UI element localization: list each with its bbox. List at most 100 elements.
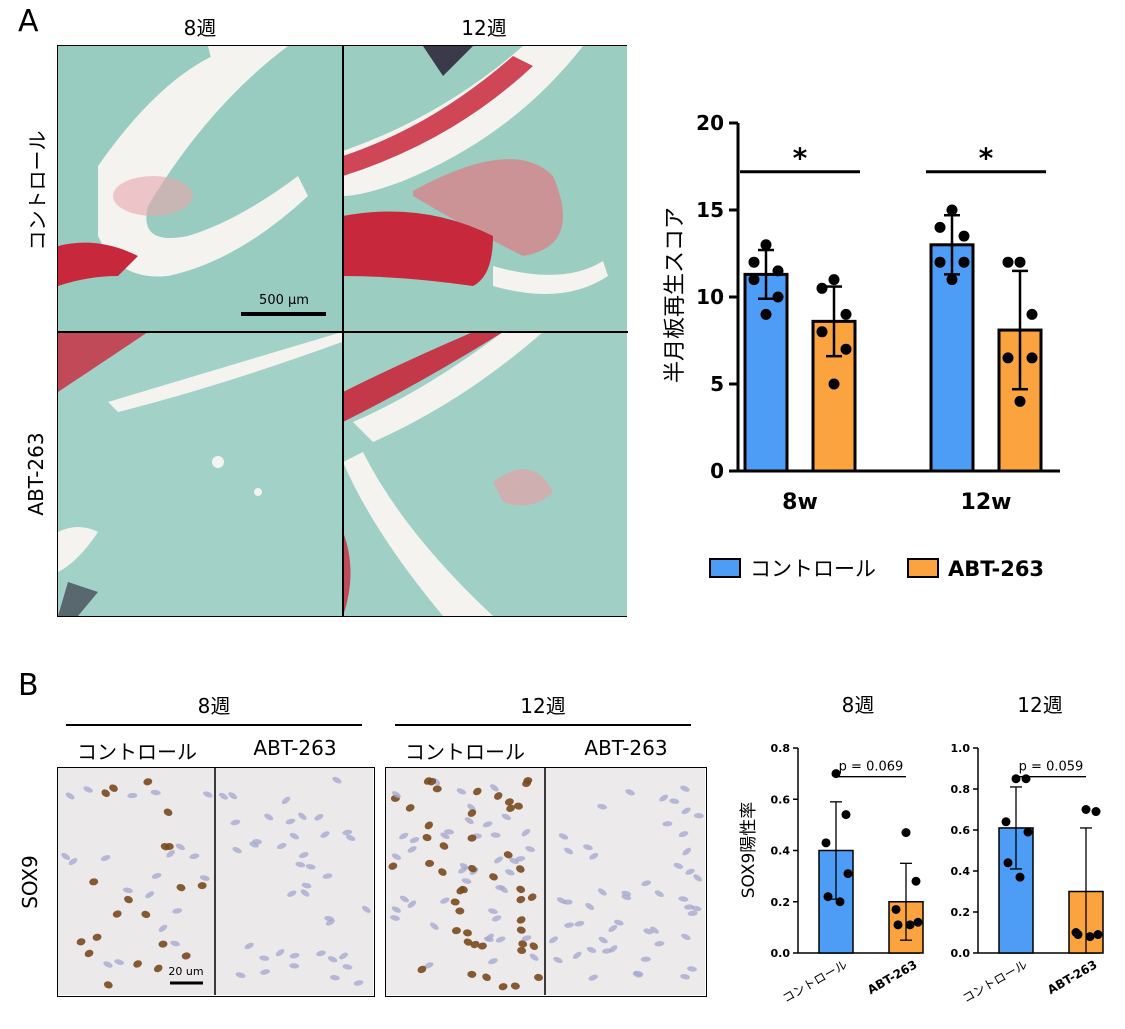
cell-nucleus (440, 897, 450, 904)
cell-nucleus (332, 776, 342, 784)
cell-nucleus (525, 846, 535, 852)
ihc-pair-8w: 20 um (57, 767, 375, 997)
data-point (1011, 774, 1021, 784)
cell-nucleus (76, 938, 86, 946)
cell-nucleus (516, 926, 526, 934)
data-point (958, 230, 970, 242)
cell-nucleus (325, 919, 335, 926)
cell-nucleus (643, 928, 654, 935)
cell-nucleus (529, 942, 539, 950)
cell-nucleus (153, 964, 163, 973)
cell-nucleus (391, 853, 402, 860)
cell-nucleus (662, 821, 673, 827)
cell-nucleus (669, 798, 680, 804)
data-point (946, 274, 958, 286)
cell-nucleus (585, 903, 595, 910)
data-point (958, 256, 970, 268)
cell-nucleus (316, 950, 326, 957)
cell-nucleus (633, 970, 644, 977)
cell-nucleus (521, 828, 531, 837)
cell-nucleus (103, 961, 113, 968)
cell-nucleus (133, 960, 142, 968)
data-point (760, 308, 772, 320)
data-point (1026, 352, 1038, 364)
cell-nucleus (463, 938, 473, 946)
cell-nucleus (522, 779, 532, 788)
cell-nucleus (390, 915, 400, 921)
y-tick-label: 0 (710, 459, 724, 483)
cell-nucleus (501, 813, 511, 821)
data-point (1002, 256, 1014, 268)
data-point (893, 920, 903, 930)
ihc-pair-12w (385, 767, 707, 997)
cell-nucleus (463, 929, 472, 937)
cell-nucleus (438, 868, 447, 876)
data-point (1026, 308, 1038, 320)
cell-nucleus (289, 952, 300, 959)
panel-a-row-label-control: コントロール (25, 130, 50, 251)
cell-nucleus (305, 864, 316, 870)
cell-nucleus (564, 847, 574, 855)
panel-b-group-label-12w: 12週 (520, 694, 566, 718)
data-point (1015, 872, 1025, 882)
cell-nucleus (488, 958, 498, 965)
cell-nucleus (432, 785, 442, 793)
data-point (1014, 256, 1026, 268)
cell-nucleus (686, 966, 697, 972)
cell-nucleus (260, 969, 270, 975)
cell-nucleus (327, 956, 338, 963)
cell-nucleus (65, 792, 75, 800)
data-point (748, 256, 760, 268)
legend-swatch-control (709, 558, 741, 578)
cell-nucleus (589, 852, 599, 860)
cell-nucleus (181, 952, 191, 960)
panel-a-col-label-12w: 12週 (461, 16, 507, 40)
cell-nucleus (513, 802, 523, 810)
cell-nucleus (625, 789, 635, 796)
cell-nucleus (510, 982, 520, 990)
data-point (823, 892, 833, 902)
cell-nucleus (680, 785, 690, 792)
cell-nucleus (287, 890, 297, 897)
data-point (835, 897, 845, 907)
data-point (1002, 352, 1014, 364)
cell-nucleus (598, 888, 607, 896)
cell-nucleus (424, 821, 434, 830)
cell-nucleus (388, 862, 398, 870)
data-point (828, 274, 840, 286)
cell-nucleus (427, 778, 437, 786)
data-point (1091, 807, 1101, 817)
cell-nucleus (298, 812, 307, 820)
cell-nucleus (682, 847, 692, 856)
y-tick-label: 0.2 (951, 906, 971, 919)
data-point (816, 326, 828, 338)
cell-nucleus (491, 915, 502, 922)
cell-nucleus (399, 832, 409, 840)
ihc-scale-bar-label: 20 um (168, 965, 203, 978)
cell-nucleus (92, 933, 102, 941)
cell-nucleus (641, 880, 652, 887)
sox9-chart-8w: 8週 SOX9陽性率 0.0 0.2 0.4 0.6 0.8 コントロール ABT-263 p… (739, 693, 924, 1006)
data-point (840, 308, 852, 320)
cell-nucleus (470, 940, 480, 949)
cell-nucleus (295, 861, 306, 868)
cell-nucleus (650, 926, 659, 934)
cell-nucleus (391, 906, 401, 913)
data-point (934, 256, 946, 268)
cell-nucleus (680, 974, 691, 980)
cell-nucleus (422, 834, 432, 842)
meniscus-score-chart: 半月板再生スコア 0 5 10 15 20 8w * 12w * コントロール ABT-263 (663, 111, 1060, 581)
cell-nucleus (275, 949, 285, 957)
cell-nucleus (558, 833, 569, 840)
cell-nucleus (407, 900, 417, 908)
x-tick-label: 8w (782, 490, 818, 515)
cell-nucleus (299, 852, 309, 859)
cell-nucleus (281, 796, 291, 805)
cell-nucleus (228, 792, 238, 800)
cell-nucleus (527, 893, 537, 901)
data-point (828, 378, 840, 390)
y-tick-label: 20 (696, 111, 724, 135)
cell-nucleus (259, 955, 270, 961)
cell-nucleus (339, 952, 349, 960)
cell-nucleus (586, 946, 597, 953)
